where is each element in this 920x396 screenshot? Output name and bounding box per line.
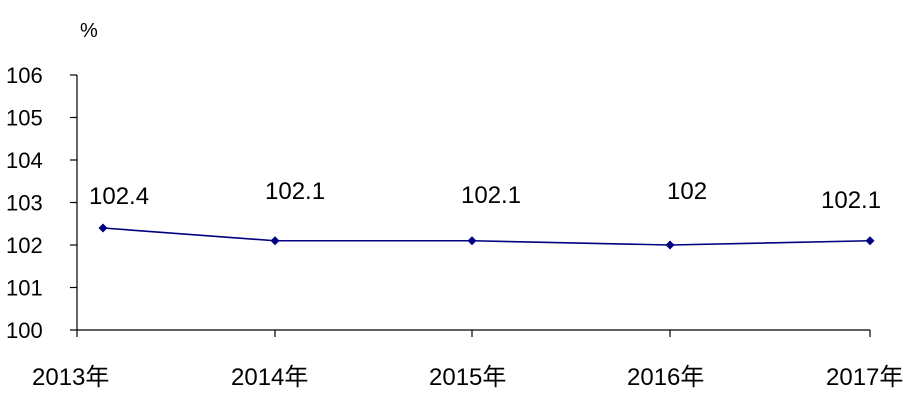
data-point [467, 236, 477, 246]
y-tick-label: 105 [6, 106, 43, 131]
series-layer [98, 223, 875, 250]
y-tick-label: 101 [6, 276, 43, 301]
data-labels-layer: 102.4 102.1 102.1 102 102.1 [89, 178, 881, 214]
data-label: 102.1 [461, 182, 521, 209]
x-tick-label: 2016年 [627, 364, 704, 391]
x-tick-label: 2015年 [429, 364, 506, 391]
x-tick-label: 2017年 [826, 364, 903, 391]
y-axis-unit-label: % [80, 20, 98, 42]
y-axis: 100 101 102 103 104 105 106 [6, 63, 78, 343]
y-tick-label: 100 [6, 318, 43, 343]
data-label: 102.4 [89, 183, 149, 210]
y-tick-label: 104 [6, 148, 43, 173]
data-point [98, 223, 108, 233]
y-tick-label: 102 [6, 233, 43, 258]
data-point [665, 240, 675, 250]
data-label: 102 [667, 178, 707, 205]
data-label: 102.1 [821, 187, 881, 214]
series-line [102, 227, 871, 246]
x-axis: 2013年 2014年 2015年 2016年 2017年 [32, 329, 903, 391]
y-tick-label: 103 [6, 191, 43, 216]
x-tick-label: 2013年 [32, 364, 109, 391]
data-point [270, 236, 280, 246]
data-point [865, 236, 875, 246]
y-tick-label: 106 [6, 63, 43, 88]
x-tick-label: 2014年 [231, 364, 308, 391]
data-label: 102.1 [265, 178, 325, 205]
